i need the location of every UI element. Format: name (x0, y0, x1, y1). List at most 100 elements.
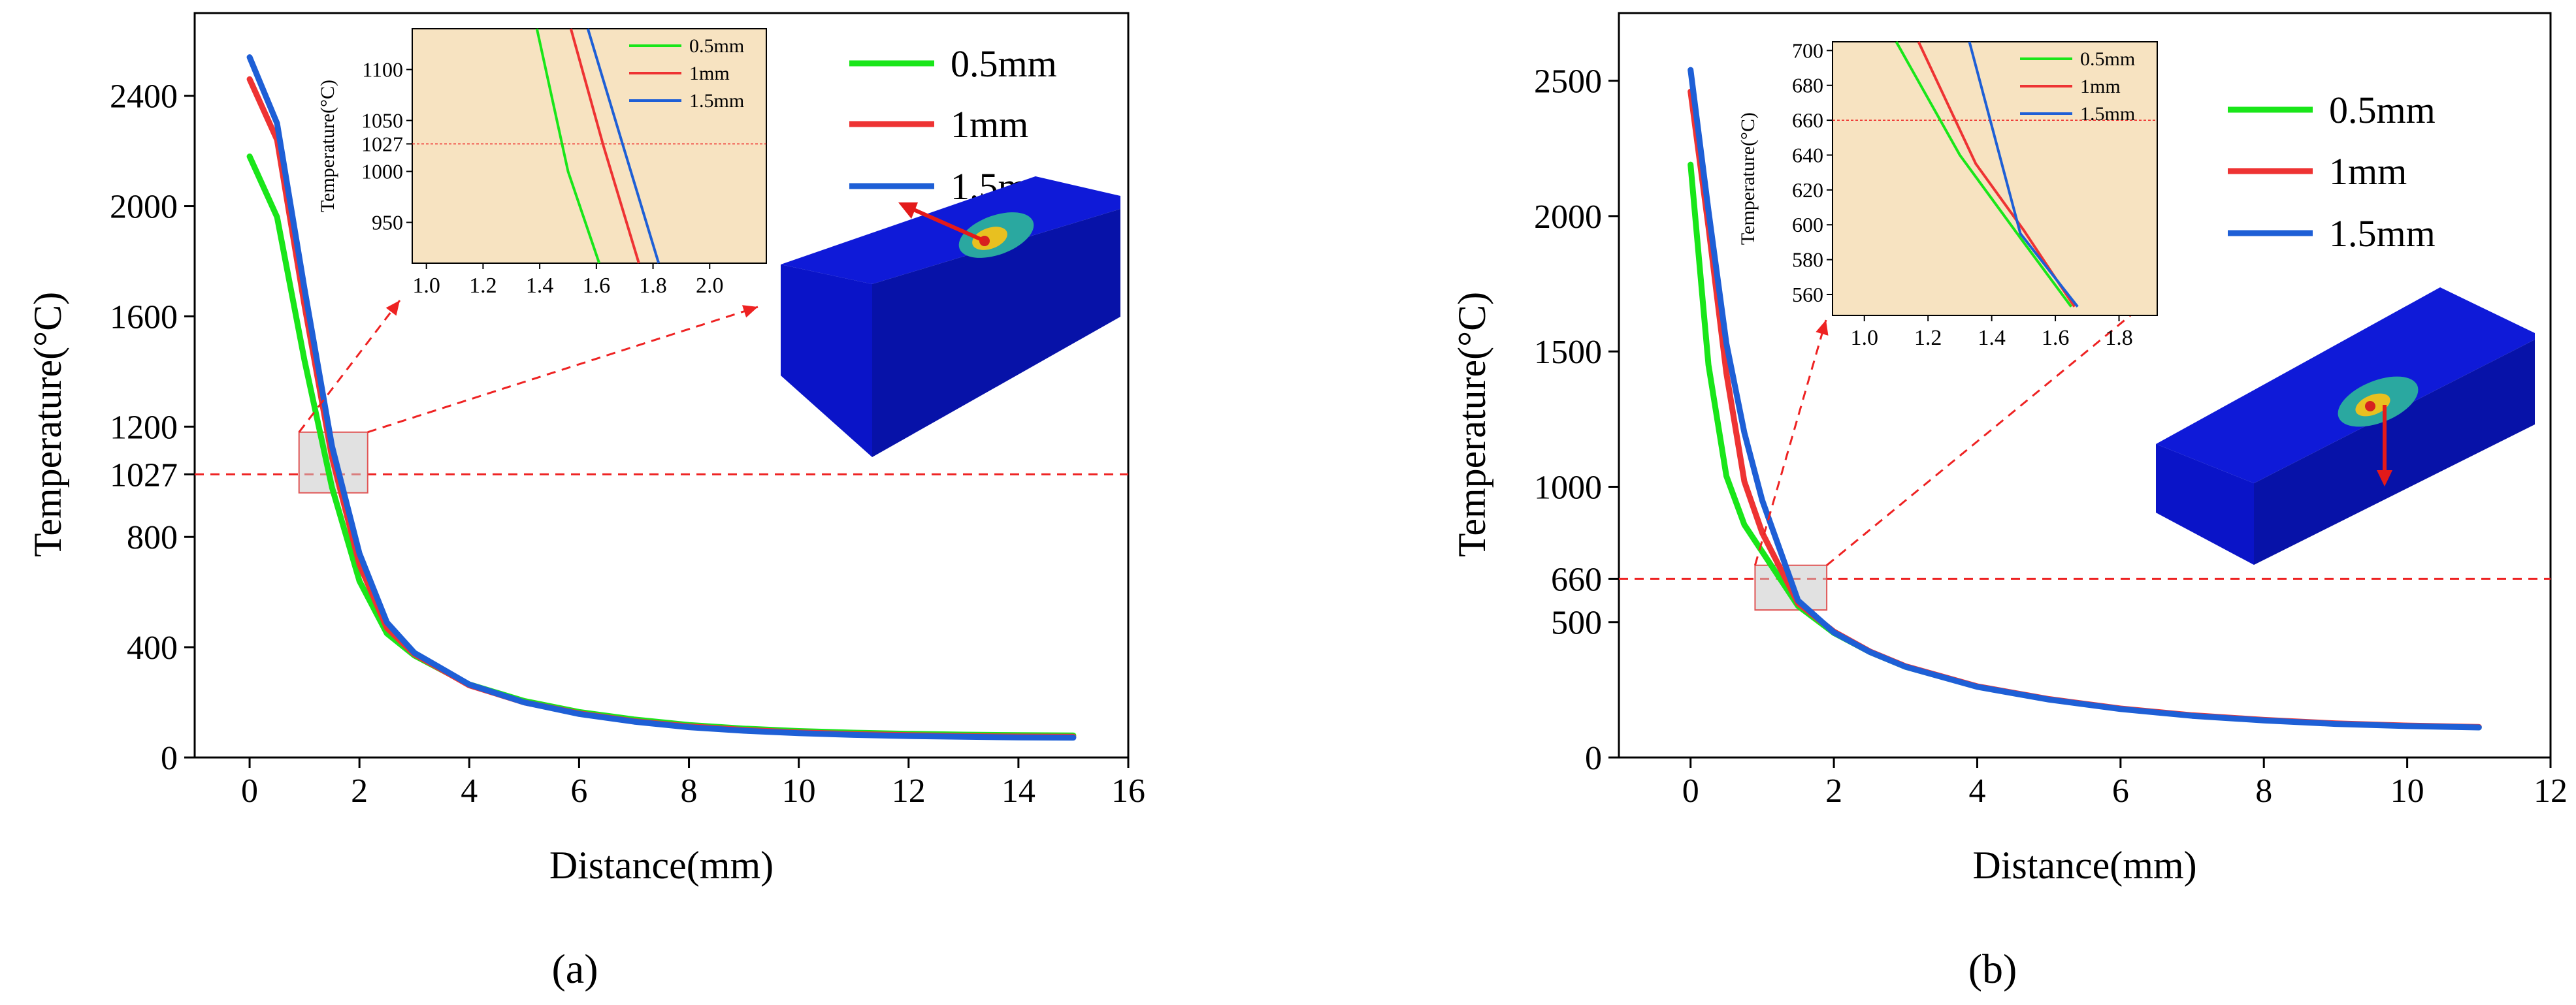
inset-x-tick-label: 1.4 (1978, 326, 2006, 350)
series-line-1.5mm-b (1687, 67, 2482, 731)
inset-x-tick-label: 1.0 (412, 274, 440, 298)
block-side-face (872, 209, 1120, 457)
measure-arrow-head (2377, 470, 2392, 487)
inset-y-tick-label: 950 (372, 211, 403, 234)
x-tick-label-a: 10 (782, 773, 816, 810)
x-tick-label-a: 8 (681, 773, 698, 810)
x-tick-label-a: 12 (892, 773, 926, 810)
x-tick-label-a: 14 (1002, 773, 1035, 810)
inset-x-tick-label: 1.6 (2042, 326, 2070, 350)
x-tick-label-b: 4 (1968, 773, 1985, 810)
inset-y-tick-label: 580 (1792, 248, 1823, 272)
block-side-face (2254, 340, 2535, 565)
inset-y-tick-label: 1100 (362, 57, 403, 81)
y-tick-label-a: 0 (161, 740, 178, 777)
inset-series-line-1mm (569, 28, 640, 264)
inset-y-tick-label: 1050 (361, 108, 403, 132)
plot-frame-a (193, 12, 1130, 759)
inset-y-tick-label: 620 (1792, 178, 1823, 202)
inset-legend-label-1.5mm: 1.5mm (689, 90, 744, 112)
inset-x-tick-label: 1.8 (639, 274, 667, 298)
x-tick-label-a: 0 (241, 773, 258, 810)
zoom-arrow-head-b (1816, 320, 1829, 336)
panel-b: 0 2 4 6 8 10 12 0 500 660 1000 1500 2000 2500 Distance… (1450, 12, 2568, 887)
x-axis-label-b: Distance(mm) (1972, 844, 2196, 887)
legend-label-1.5mm-b: 1.5mm (2329, 212, 2436, 255)
measure-arrow-head (898, 202, 918, 219)
inset-series-line-0.5mm (535, 28, 601, 264)
inset-series-line-0.5mm (1895, 41, 2073, 308)
zoom-arrow-head-a (385, 300, 400, 316)
y-tick-label-b: 1000 (1534, 469, 1602, 506)
panel-a: 0 2 4 6 8 10 12 14 16 0 400 800 1027 1200 1600 2000 2400… (26, 12, 1145, 887)
panel-label-a: (a) (551, 946, 598, 992)
inset-x-tick-label: 1.8 (2105, 326, 2133, 350)
zoom-arrow-a (367, 306, 758, 434)
x-tick-label-a: 16 (1111, 773, 1145, 810)
inset-frame (412, 28, 767, 264)
y-tick-label-a: 2000 (110, 189, 178, 226)
inset-b: 1.0 1.2 1.4 1.6 1.8 560 580 600 620 640 660 680 700 T… (1737, 39, 2158, 350)
inset-y-axis-label: Temperature(°C) (317, 80, 338, 212)
inset-y-tick-label: 640 (1792, 143, 1823, 167)
plot-frame-b (1618, 12, 2552, 759)
inset-x-tick-label: 1.0 (1850, 326, 1878, 350)
y-tick-label-a: 800 (127, 519, 178, 556)
x-tick-label-b: 6 (2112, 773, 2129, 810)
panel-label-b: (b) (1968, 946, 2017, 992)
y-tick-label-b: 1500 (1534, 334, 1602, 371)
inset-x-tick-label: 1.4 (526, 274, 554, 298)
inset-legend-label-1mm: 1mm (689, 63, 730, 84)
x-tick-label-b: 0 (1682, 773, 1699, 810)
inset-y-tick-label: 1000 (361, 160, 403, 183)
y-tick-label-b: 500 (1551, 605, 1602, 642)
y-tick-label-a: 1600 (110, 298, 178, 336)
zoom-arrow-b (1826, 296, 2153, 566)
legend-label-1mm-a: 1mm (951, 103, 1028, 146)
x-axis-label-a: Distance(mm) (549, 844, 774, 887)
series-line-1.5mm-a (246, 54, 1077, 741)
x-tick-label-a: 6 (570, 773, 587, 810)
x-tick-label-b: 12 (2534, 773, 2568, 810)
block-top-face (2156, 287, 2535, 483)
x-tick-label-b: 2 (1825, 773, 1842, 810)
y-tick-label-b: 0 (1585, 740, 1602, 777)
inset-series-line-1.5mm (1968, 41, 2079, 308)
x-tick-label-b: 8 (2255, 773, 2272, 810)
weld-block-illustration-a (781, 176, 1120, 457)
y-tick-label-a: 1200 (110, 409, 178, 446)
legend-label-0.5mm-b: 0.5mm (2329, 89, 2436, 131)
inset-legend-label-0.5mm: 0.5mm (2080, 48, 2135, 70)
inset-y-tick-label: 560 (1792, 283, 1823, 306)
melt-pool-center (2365, 401, 2375, 411)
y-tick-label-b: 2000 (1534, 199, 1602, 236)
zoom-arrow-b (1753, 319, 1827, 566)
x-tick-label-a: 4 (461, 773, 478, 810)
inset-y-axis-label: Temperature(°C) (1737, 112, 1759, 245)
zoom-arrow-head-a (742, 305, 758, 318)
y-tick-label-b: 2500 (1534, 63, 1602, 101)
inset-y-tick-label: 660 (1792, 108, 1823, 132)
block-front-face (781, 264, 872, 457)
inset-y-tick-label: 1027 (361, 132, 403, 155)
inset-x-tick-label: 1.2 (1914, 326, 1942, 350)
y-tick-label-b: 660 (1551, 561, 1602, 598)
block-top-face (781, 176, 1120, 284)
inset-series-line-1.5mm (586, 28, 660, 264)
inset-y-tick-label: 680 (1792, 74, 1823, 97)
y-axis-label-a: Temperature(°C) (26, 292, 69, 557)
x-tick-label-a: 2 (351, 773, 368, 810)
y-tick-label-a: 400 (127, 630, 178, 667)
inset-legend-label-1mm: 1mm (2080, 76, 2121, 97)
weld-block-illustration-b (2156, 287, 2535, 565)
x-tick-label-b: 10 (2390, 773, 2424, 810)
inset-x-tick-label: 1.6 (583, 274, 611, 298)
y-tick-label-a: 1027 (110, 456, 178, 494)
legend-label-0.5mm-a: 0.5mm (951, 42, 1057, 85)
y-tick-label-a: 2400 (110, 78, 178, 116)
inset-legend-label-1.5mm: 1.5mm (2080, 103, 2135, 125)
measure-arrow (904, 204, 985, 242)
legend-label-1mm-b: 1mm (2329, 150, 2407, 193)
inset-x-tick-label: 2.0 (696, 274, 724, 298)
